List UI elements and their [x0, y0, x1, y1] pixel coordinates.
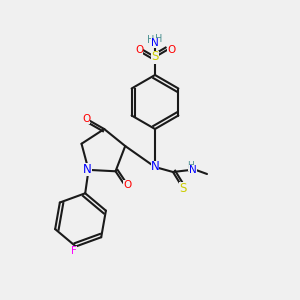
Text: N: N — [83, 164, 92, 176]
Text: O: O — [135, 45, 143, 55]
Text: H: H — [155, 34, 163, 44]
Text: F: F — [71, 247, 77, 256]
Text: N: N — [189, 165, 197, 175]
Text: O: O — [123, 180, 132, 190]
Text: H: H — [147, 35, 155, 45]
Text: N: N — [151, 38, 159, 48]
Text: S: S — [151, 50, 159, 64]
Text: N: N — [151, 160, 159, 173]
Text: O: O — [82, 114, 90, 124]
Text: S: S — [179, 182, 187, 194]
Text: O: O — [167, 45, 175, 55]
Text: H: H — [188, 161, 194, 170]
